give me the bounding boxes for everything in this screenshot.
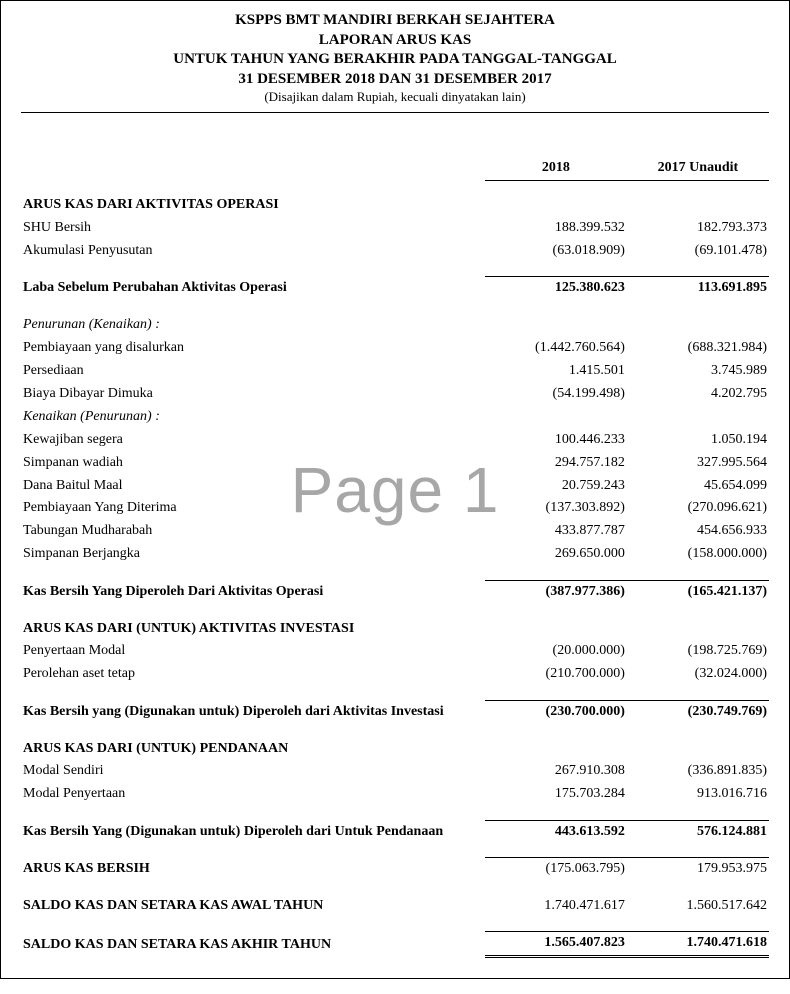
row-modal-sendiri: Modal Sendiri 267.910.308 (336.891.835) (21, 760, 769, 783)
column-header-row: 2018 2017 Unaudit (21, 157, 769, 180)
header-report: LAPORAN ARUS KAS (21, 31, 769, 51)
report-header: KSPPS BMT MANDIRI BERKAH SEJAHTERA LAPOR… (21, 11, 769, 113)
row-akumulasi: Akumulasi Penyusutan (63.018.909) (69.10… (21, 240, 769, 263)
row-penyertaan-modal: Penyertaan Modal (20.000.000) (198.725.7… (21, 640, 769, 663)
row-dana-baitul: Dana Baitul Maal 20.759.243 45.654.099 (21, 475, 769, 498)
row-pembiayaan-diterima: Pembiayaan Yang Diterima (137.303.892) (… (21, 497, 769, 520)
section-pendanaan-title: ARUS KAS DARI (UNTUK) PENDANAAN (21, 738, 485, 761)
label-kenaikan: Kenaikan (Penurunan) : (21, 406, 485, 429)
row-tabungan-mudharabah: Tabungan Mudharabah 433.877.787 454.656.… (21, 520, 769, 543)
col-2018: 2018 (485, 157, 627, 180)
row-modal-penyertaan: Modal Penyertaan 175.703.284 913.016.716 (21, 783, 769, 806)
row-arus-kas-bersih: ARUS KAS BERSIH (175.063.795) 179.953.97… (21, 858, 769, 881)
row-kas-bersih-operasi: Kas Bersih Yang Diperoleh Dari Aktivitas… (21, 580, 769, 603)
header-org: KSPPS BMT MANDIRI BERKAH SEJAHTERA (21, 11, 769, 31)
label-penurunan: Penurunan (Kenaikan) : (21, 314, 485, 337)
section-investasi-title: ARUS KAS DARI (UNTUK) AKTIVITAS INVESTAS… (21, 618, 485, 641)
header-period-1: UNTUK TAHUN YANG BERAKHIR PADA TANGGAL-T… (21, 50, 769, 70)
row-biaya-dimuka: Biaya Dibayar Dimuka (54.199.498) 4.202.… (21, 383, 769, 406)
cashflow-table: 2018 2017 Unaudit ARUS KAS DARI AKTIVITA… (21, 121, 769, 958)
row-simpanan-wadiah: Simpanan wadiah 294.757.182 327.995.564 (21, 452, 769, 475)
header-period-2: 31 DESEMBER 2018 DAN 31 DESEMBER 2017 (21, 70, 769, 90)
row-persediaan: Persediaan 1.415.501 3.745.989 (21, 360, 769, 383)
section-operasi-title: ARUS KAS DARI AKTIVITAS OPERASI (21, 194, 485, 217)
header-currency-note: (Disajikan dalam Rupiah, kecuali dinyata… (21, 89, 769, 106)
row-kas-bersih-investasi: Kas Bersih yang (Digunakan untuk) Dipero… (21, 700, 769, 723)
row-kewajiban-segera: Kewajiban segera 100.446.233 1.050.194 (21, 429, 769, 452)
row-laba-sebelum: Laba Sebelum Perubahan Aktivitas Operasi… (21, 277, 769, 300)
row-kas-bersih-pendanaan: Kas Bersih Yang (Digunakan untuk) Dipero… (21, 820, 769, 843)
row-perolehan-aset: Perolehan aset tetap (210.700.000) (32.0… (21, 663, 769, 686)
row-shu-bersih: SHU Bersih 188.399.532 182.793.373 (21, 217, 769, 240)
col-2017: 2017 Unaudit (627, 157, 769, 180)
row-saldo-akhir: SALDO KAS DAN SETARA KAS AKHIR TAHUN 1.5… (21, 932, 769, 957)
row-simpanan-berjangka: Simpanan Berjangka 269.650.000 (158.000.… (21, 543, 769, 566)
row-pembiayaan-disalurkan: Pembiayaan yang disalurkan (1.442.760.56… (21, 337, 769, 360)
row-saldo-awal: SALDO KAS DAN SETARA KAS AWAL TAHUN 1.74… (21, 895, 769, 918)
